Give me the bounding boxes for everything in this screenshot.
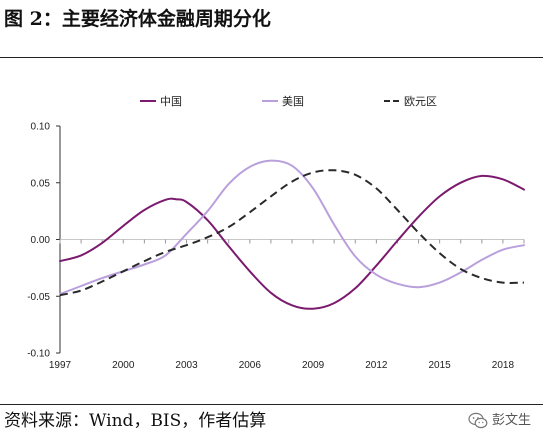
series-line-1 <box>59 174 525 310</box>
y-tick-label: 0.00 <box>31 235 51 246</box>
y-tick-label: -0.10 <box>27 349 50 360</box>
top-divider <box>0 57 543 58</box>
x-tick-label: 2003 <box>175 360 198 371</box>
wechat-icon <box>468 412 488 429</box>
x-tick-label: 2000 <box>112 360 135 371</box>
legend-label-2: 美国 <box>282 95 304 108</box>
figure-title: 图 2：主要经济体金融周期分化 <box>4 8 271 30</box>
x-tick-label: 1997 <box>49 360 72 371</box>
y-tick-label: 0.10 <box>31 122 51 133</box>
x-tick-label: 2012 <box>365 360 388 371</box>
y-tick-label: 0.05 <box>31 178 51 189</box>
y-tick-label: -0.05 <box>27 292 50 303</box>
x-tick-label: 2006 <box>239 360 262 371</box>
series-line-2 <box>59 159 525 295</box>
series-line-3 <box>59 169 525 297</box>
legend-label-3: 欧元区 <box>404 95 437 108</box>
source-note: 资料来源：Wind，BIS，作者估算 <box>4 411 267 431</box>
x-tick-label: 2018 <box>492 360 515 371</box>
legend-label-1: 中国 <box>160 95 182 108</box>
x-tick-label: 2009 <box>302 360 325 371</box>
watermark: 彭文生 <box>468 410 531 432</box>
bottom-divider <box>0 404 543 405</box>
x-tick-label: 2015 <box>429 360 452 371</box>
watermark-text: 彭文生 <box>492 413 532 428</box>
